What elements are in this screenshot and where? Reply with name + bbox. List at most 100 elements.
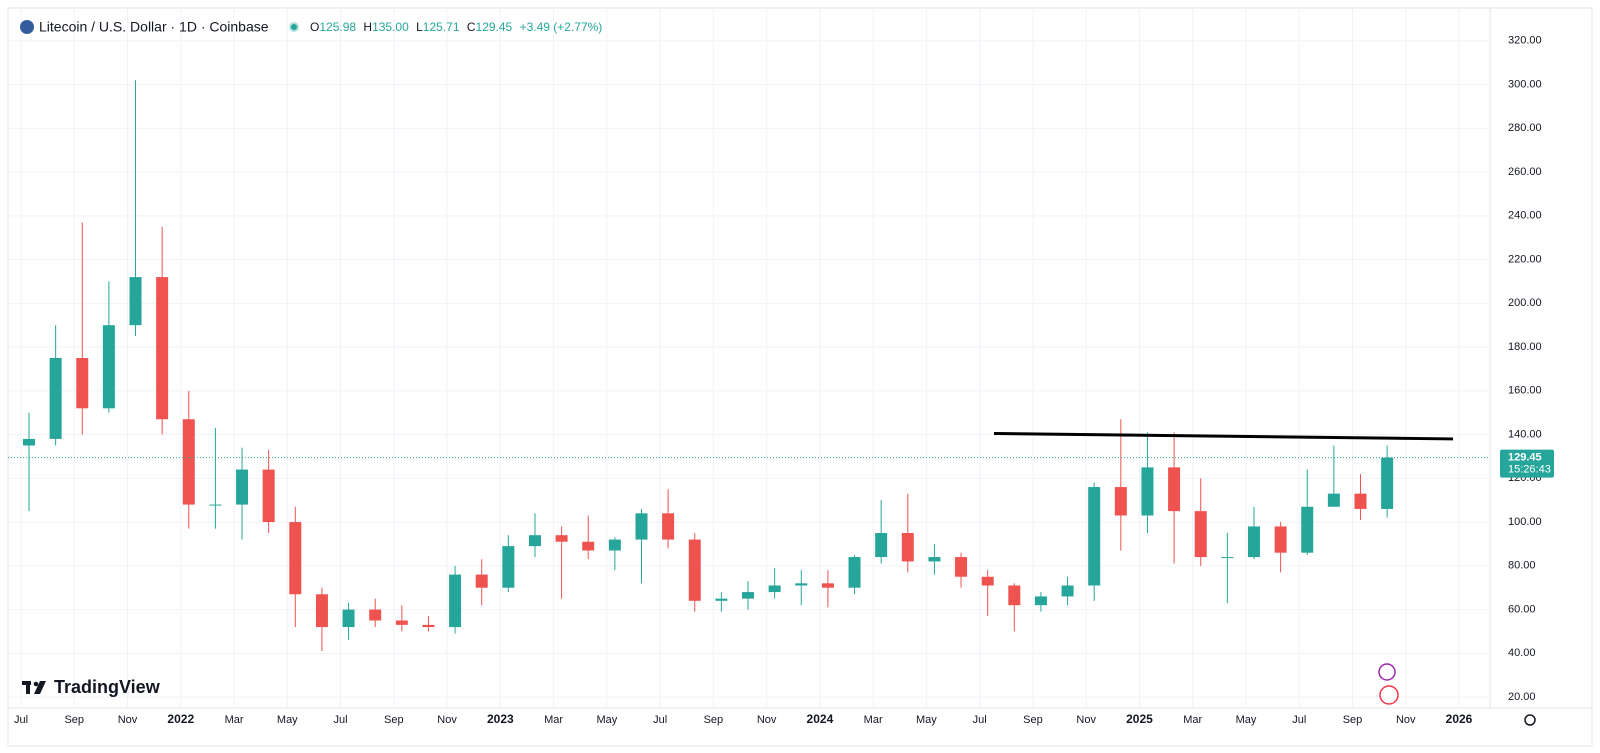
x-tick-label: Jul (14, 714, 28, 726)
x-tick-label: Sep (64, 714, 84, 726)
ohlc-values: O125.98 H135.00 L125.71 C129.45 +3.49 (+… (310, 20, 602, 34)
candle-body (901, 533, 914, 562)
last-price-label: 129.45 (1508, 452, 1542, 464)
candle-body (1061, 585, 1074, 597)
x-tick-label: Nov (118, 714, 138, 726)
candle-body (102, 325, 115, 409)
x-tick-label: Jul (334, 714, 348, 726)
change-value: +3.49 (+2.77%) (520, 20, 603, 34)
candle-body (502, 546, 515, 588)
candle-body (1274, 526, 1287, 553)
x-tick-label: Sep (384, 714, 404, 726)
brand-name: TradingView (54, 677, 161, 697)
x-tick-label: Mar (864, 714, 883, 726)
candle-body (582, 541, 595, 551)
x-tick-label: 2022 (167, 712, 194, 726)
candle-body (23, 438, 35, 446)
x-tick-label: Nov (1076, 714, 1096, 726)
x-tick-label: Sep (1343, 714, 1363, 726)
candle-body (129, 277, 142, 326)
candle-body (1034, 596, 1047, 606)
plot-area (8, 8, 1490, 708)
logo-part (34, 681, 46, 694)
candle-body (289, 522, 302, 595)
candle-body (1088, 487, 1101, 586)
status-dot (291, 24, 297, 30)
y-tick-label: 60.00 (1508, 603, 1536, 615)
candle-body (875, 533, 888, 558)
x-tick-label: Jul (973, 714, 987, 726)
candle-body (449, 574, 462, 628)
x-tick-label: May (1236, 714, 1257, 726)
high-label: H (363, 20, 372, 34)
x-tick-label: May (277, 714, 298, 726)
candle-body (528, 535, 541, 547)
logo-part (33, 681, 39, 687)
x-tick-label: May (596, 714, 617, 726)
open-label: O (310, 20, 319, 34)
candle-body (76, 358, 89, 409)
y-tick-label: 80.00 (1508, 560, 1536, 572)
x-tick-label: May (916, 714, 937, 726)
candle-body (262, 469, 275, 523)
coin-icon (20, 20, 34, 34)
x-tick-label: Jul (1292, 714, 1306, 726)
x-tick-label: Nov (437, 714, 457, 726)
x-tick-label: 2026 (1446, 712, 1473, 726)
y-tick-label: 40.00 (1508, 647, 1536, 659)
x-tick-label: Sep (1023, 714, 1043, 726)
candle-body (1114, 487, 1127, 516)
candle-body (1141, 467, 1154, 516)
close-value: 129.45 (476, 20, 513, 34)
candle-body (1221, 557, 1234, 559)
y-tick-label: 140.00 (1508, 428, 1542, 440)
candle-body (635, 513, 648, 540)
x-tick-label: 2023 (487, 712, 514, 726)
candle-body (1008, 585, 1021, 606)
candle-body (209, 504, 222, 506)
y-tick-label: 180.00 (1508, 341, 1542, 353)
high-value: 135.00 (372, 20, 409, 34)
candle-body (742, 592, 755, 599)
candle-body (369, 609, 382, 621)
candle-body (848, 557, 861, 588)
candle-body (1168, 467, 1181, 512)
candle-body (688, 539, 701, 601)
candle-body (662, 513, 675, 540)
candle-body (49, 358, 62, 439)
candle-body (555, 535, 568, 542)
candle-body (156, 277, 169, 420)
x-tick-label: Nov (757, 714, 777, 726)
candle-body (1194, 511, 1207, 558)
candle-body (955, 557, 968, 577)
countdown-label: 15:26:43 (1508, 464, 1551, 476)
branding: TradingView (22, 677, 161, 697)
economic-event-icon[interactable] (1379, 685, 1399, 705)
y-tick-label: 160.00 (1508, 385, 1542, 397)
candle-body (342, 609, 355, 628)
last-price-box (1500, 449, 1554, 478)
y-tick-label: 300.00 (1508, 78, 1542, 90)
low-value: 125.71 (423, 20, 460, 34)
y-tick-label: 280.00 (1508, 122, 1542, 134)
candle-body (236, 469, 249, 505)
candle-body (715, 598, 728, 601)
symbol-title: Litecoin / U.S. Dollar · 1D · Coinbase (39, 19, 269, 35)
x-tick-label: Mar (1183, 714, 1202, 726)
y-tick-label: 260.00 (1508, 166, 1542, 178)
y-tick-label: 220.00 (1508, 253, 1542, 265)
candle-body (1354, 493, 1367, 509)
event-icon[interactable] (1378, 663, 1396, 681)
settings-icon[interactable] (1524, 714, 1536, 726)
candle-body (1381, 457, 1394, 509)
candle-body (1301, 506, 1314, 553)
chart-frame (7, 7, 1593, 747)
candle-body (608, 539, 621, 551)
trend-line (993, 431, 1454, 441)
y-tick-label: 240.00 (1508, 210, 1542, 222)
low-label: L (416, 20, 423, 34)
candle-body (315, 594, 328, 628)
candle-body (928, 557, 941, 562)
candle-body (475, 574, 488, 588)
